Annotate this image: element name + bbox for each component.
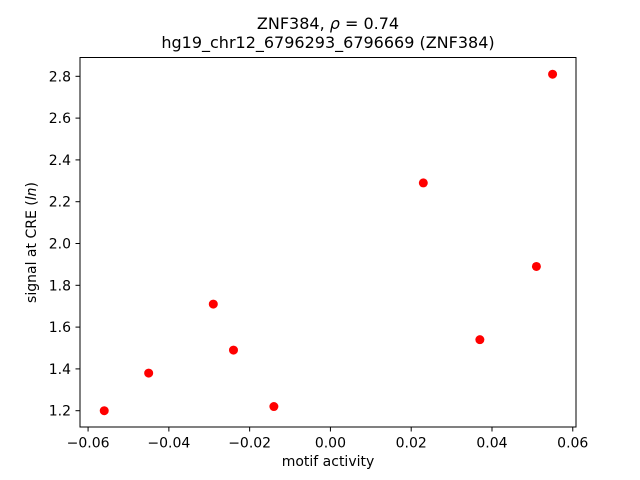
x-tick-label: 0.06 <box>557 436 588 452</box>
chart-title-line2: hg19_chr12_6796293_6796669 (ZNF384) <box>161 33 494 53</box>
y-tick-label: 1.6 <box>49 320 71 336</box>
y-axis-label-ln: ln <box>24 188 40 201</box>
x-axis: −0.06 −0.04 −0.02 0.00 0.02 0.04 0.06 <box>67 427 588 452</box>
data-point <box>99 406 109 416</box>
data-point <box>418 178 428 188</box>
y-tick-label: 1.2 <box>49 404 71 420</box>
y-axis: 1.2 1.4 1.6 1.8 2.0 2.2 2.4 2.6 2.8 <box>49 69 80 420</box>
y-axis-label-suffix: ) <box>24 182 40 187</box>
y-tick-label: 2.8 <box>49 69 71 85</box>
data-point <box>228 345 238 355</box>
y-axis-label: signal at CRE (ln) <box>24 182 40 303</box>
data-point <box>548 69 558 79</box>
x-tick-label: −0.02 <box>228 436 271 452</box>
y-tick-label: 2.6 <box>49 111 71 127</box>
y-tick-label: 2.0 <box>49 237 71 253</box>
title-rho-symbol: ρ <box>330 14 340 33</box>
data-point <box>144 368 154 378</box>
title-gene-label: ZNF384, <box>257 14 330 33</box>
y-tick-label: 1.4 <box>49 362 71 378</box>
x-tick-label: −0.04 <box>147 436 190 452</box>
plot-area <box>79 57 577 428</box>
x-tick-label: 0.04 <box>476 436 507 452</box>
y-tick-label: 1.8 <box>49 278 71 294</box>
y-tick-label: 2.4 <box>49 153 71 169</box>
y-tick-label: 2.2 <box>49 195 71 211</box>
x-tick-label: 0.02 <box>396 436 427 452</box>
data-point <box>208 299 218 309</box>
data-point <box>531 261 541 271</box>
data-point <box>475 335 485 345</box>
x-tick-label: 0.00 <box>315 436 346 452</box>
chart-title-line1: ZNF384, ρ = 0.74 <box>257 14 399 33</box>
scatter-series <box>99 69 558 416</box>
y-axis-label-prefix: signal at CRE ( <box>24 200 40 303</box>
data-point <box>269 402 279 412</box>
title-rho-value: = 0.74 <box>340 14 399 33</box>
x-tick-label: −0.06 <box>67 436 110 452</box>
x-axis-label: motif activity <box>282 454 375 470</box>
